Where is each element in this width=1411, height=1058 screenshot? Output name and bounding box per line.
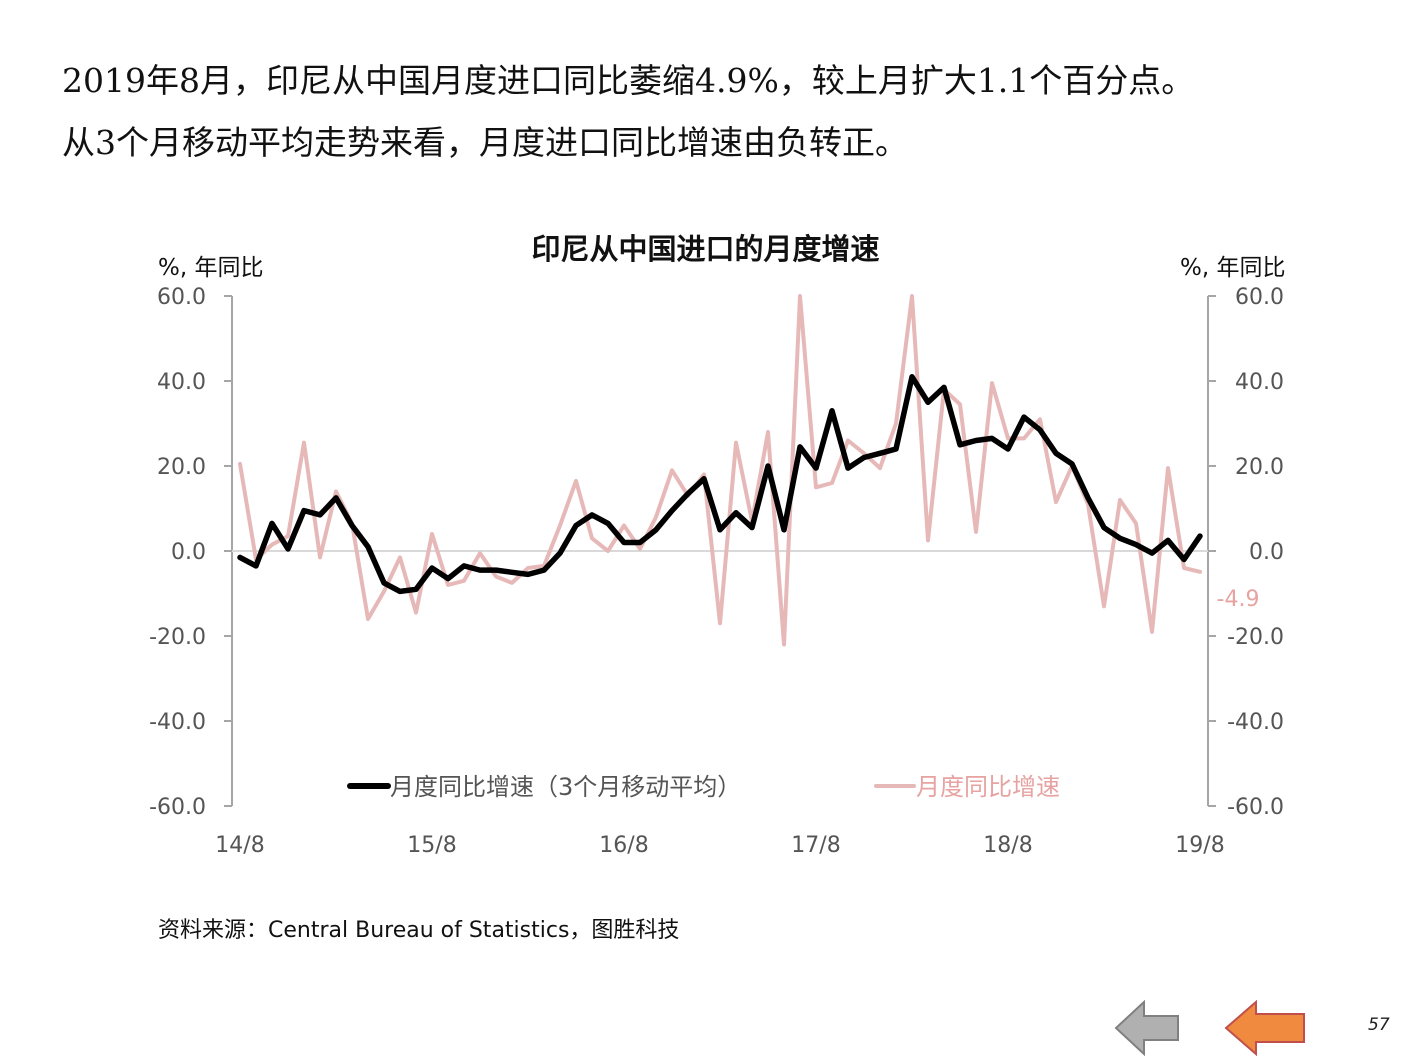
source-note: 资料来源：Central Bureau of Statistics，图胜科技 bbox=[158, 918, 680, 943]
prev-page-button[interactable] bbox=[1112, 998, 1182, 1058]
left-axis-unit: %, 年同比 bbox=[158, 255, 264, 281]
headline-line-1: 2019年8月，印尼从中国月度进口同比萎缩4.9%，较上月扩大1.1个百分点。 bbox=[62, 61, 1195, 100]
right-tick-label: 60.0 bbox=[1235, 285, 1284, 310]
next-page-button[interactable] bbox=[1222, 998, 1308, 1058]
chart-title: 印尼从中国进口的月度增速 bbox=[531, 232, 880, 266]
legend-monthly-label: 月度同比增速 bbox=[916, 773, 1060, 801]
headline: 2019年8月，印尼从中国月度进口同比萎缩4.9%，较上月扩大1.1个百分点。 … bbox=[62, 50, 1392, 174]
right-tick-label: 40.0 bbox=[1235, 370, 1284, 395]
right-axis-unit: %, 年同比 bbox=[1180, 255, 1286, 281]
left-tick-label: -60.0 bbox=[149, 795, 206, 820]
left-tick-label: 40.0 bbox=[157, 370, 206, 395]
x-tick-label: 17/8 bbox=[791, 833, 840, 858]
right-tick-label: -40.0 bbox=[1227, 710, 1284, 735]
left-arrow-gray-icon bbox=[1114, 999, 1179, 1057]
left-arrow-orange-icon bbox=[1224, 999, 1305, 1057]
x-tick-label: 14/8 bbox=[215, 833, 264, 858]
left-tick-label: 60.0 bbox=[157, 285, 206, 310]
right-tick-label: 20.0 bbox=[1235, 455, 1284, 480]
left-tick-label: -20.0 bbox=[149, 625, 206, 650]
headline-line-2: 从3个月移动平均走势来看，月度进口同比增速由负转正。 bbox=[62, 123, 908, 162]
x-tick-label: 19/8 bbox=[1175, 833, 1224, 858]
legend-3m-average-label: 月度同比增速（3个月移动平均） bbox=[390, 773, 741, 801]
series-line-monthly bbox=[238, 294, 1202, 647]
chart-legend: 月度同比增速（3个月移动平均） 月度同比增速 bbox=[347, 773, 1060, 801]
chart-ticks: 60.0 60.0 40.0 40.0 20.0 20.0 0.0 0.0 -20.0 -20.0… bbox=[149, 285, 1284, 858]
last-value-annotation: -4.9 bbox=[1217, 587, 1260, 612]
left-tick-label: 20.0 bbox=[157, 455, 206, 480]
chart-axes bbox=[231, 296, 1209, 806]
chart-lines: -4.9 bbox=[237, 294, 1260, 647]
x-tick-label: 15/8 bbox=[407, 833, 456, 858]
left-tick-label: -40.0 bbox=[149, 710, 206, 735]
right-tick-label: -20.0 bbox=[1227, 625, 1284, 650]
x-tick-label: 18/8 bbox=[983, 833, 1032, 858]
x-tick-label: 16/8 bbox=[599, 833, 648, 858]
left-tick-label: 0.0 bbox=[171, 540, 206, 565]
right-tick-label: -60.0 bbox=[1227, 795, 1284, 820]
series-line-3m-average bbox=[237, 374, 1203, 595]
right-tick-label: 0.0 bbox=[1249, 540, 1284, 565]
page-number: 57 bbox=[1368, 1015, 1390, 1035]
